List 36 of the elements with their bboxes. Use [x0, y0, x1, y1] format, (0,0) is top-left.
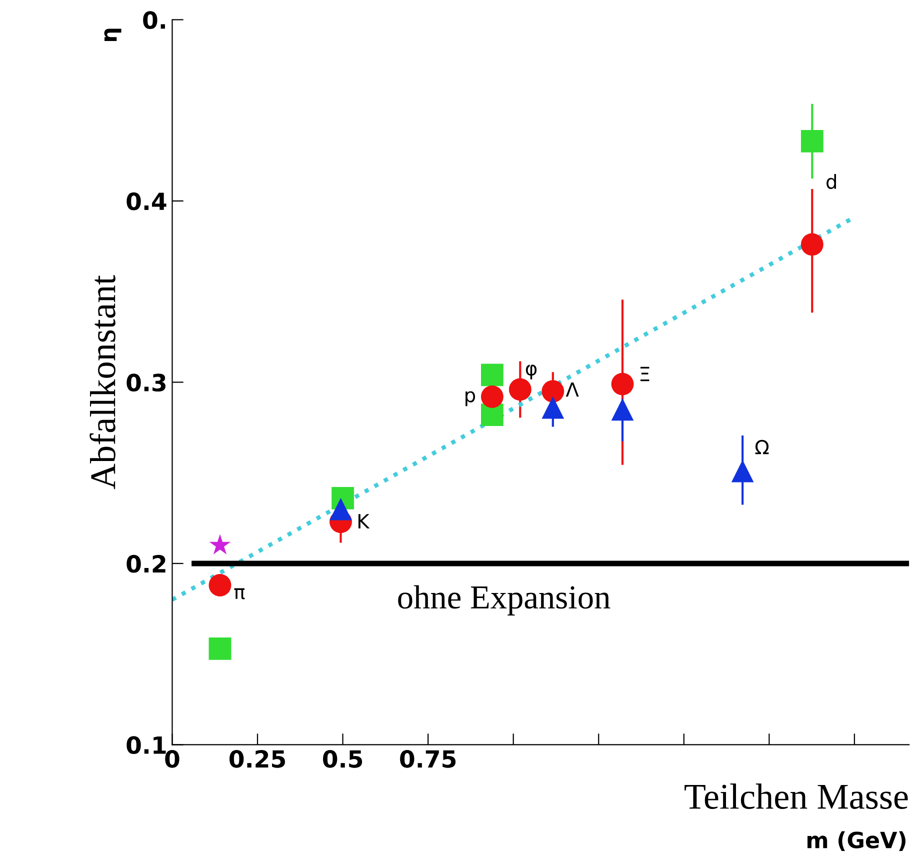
- x-tick-label: 0.25: [230, 750, 285, 768]
- point: [208, 574, 232, 596]
- annotation: φ: [526, 364, 537, 380]
- point: [508, 378, 532, 401]
- annotation: π: [234, 588, 245, 600]
- x-tick-label: 0.75: [400, 750, 456, 768]
- y-tick-label: 0.4: [126, 192, 166, 210]
- x-tick-label: 0: [165, 750, 180, 768]
- annotation: Ξ: [640, 366, 650, 382]
- y-axis-title: Abfallkonstant: [90, 275, 116, 490]
- point: [480, 364, 504, 386]
- point: [542, 380, 564, 402]
- text: η: [104, 28, 122, 41]
- point: [611, 398, 634, 421]
- annotation: d: [826, 174, 836, 189]
- ref-line-label: ohne Expansion: [398, 585, 610, 616]
- annotation: Ω: [755, 440, 769, 454]
- point: [542, 396, 564, 419]
- y-tick-label: 0.3: [126, 374, 166, 392]
- text: m (GeV): [808, 831, 906, 852]
- point: [209, 534, 231, 554]
- point: [611, 372, 634, 396]
- point: [208, 637, 232, 660]
- y-tick-label: 0.1: [126, 736, 166, 754]
- point: [330, 498, 352, 520]
- x-tick-label: 0.5: [323, 750, 362, 768]
- point: [800, 233, 824, 256]
- x-axis-title: Teilchen Masse: [684, 784, 908, 809]
- point: [480, 386, 504, 408]
- y-tick-label: 0.2: [126, 554, 166, 573]
- annotation: p: [466, 391, 476, 406]
- point: [800, 130, 824, 152]
- y-tick-label: 0.: [143, 11, 165, 30]
- annotation: Λ: [566, 382, 579, 397]
- annotation: K: [358, 514, 370, 528]
- point: [731, 460, 754, 482]
